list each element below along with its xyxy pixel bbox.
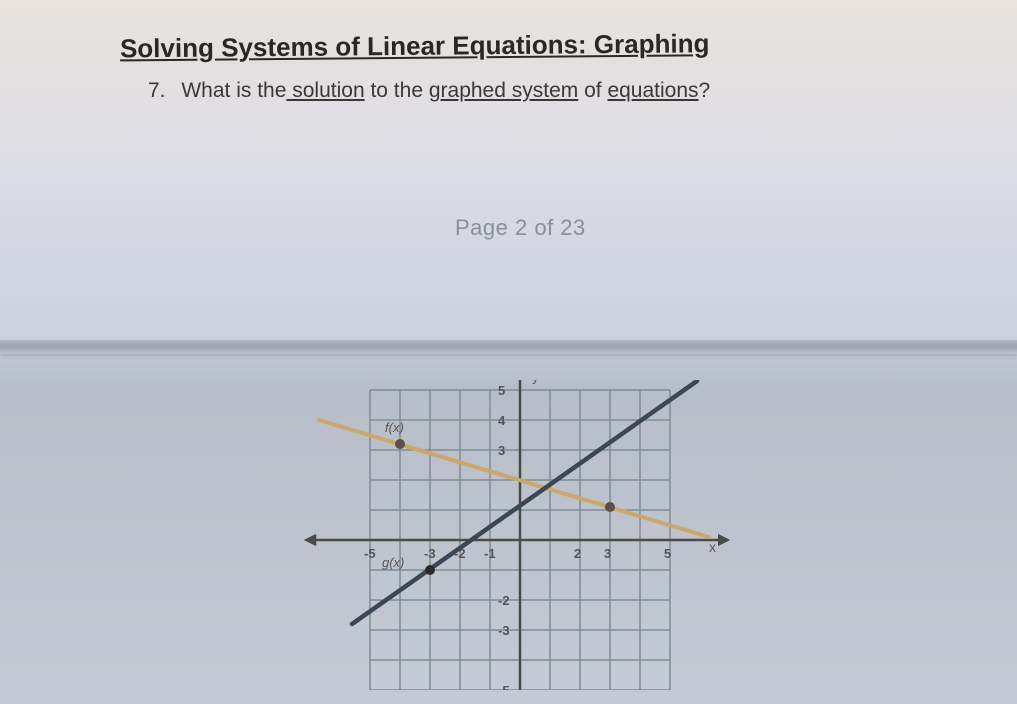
x-tick-label: 5 (664, 546, 671, 561)
page-indicator: Page 2 of 23 (455, 215, 586, 241)
q-underline-solution: solution (286, 79, 364, 102)
series-marker (395, 439, 405, 449)
x-tick-label: 3 (604, 546, 611, 561)
x-axis-label: x (709, 539, 716, 555)
series-g(x) (352, 381, 697, 624)
worksheet-title: Solving Systems of Linear Equations: Gra… (120, 27, 897, 65)
q-underline-equations: equations (607, 79, 698, 102)
q-part: of (578, 79, 607, 102)
y-axis-label: y (532, 380, 539, 384)
series-label: g(x) (382, 555, 404, 570)
x-tick-label: 2 (574, 546, 581, 561)
q-part: ? (699, 79, 711, 102)
y-tick-label: -3 (498, 623, 510, 638)
worksheet-upper: Solving Systems of Linear Equations: Gra… (0, 0, 1017, 340)
q-part: to the (365, 79, 429, 102)
x-tick-label: -1 (484, 546, 496, 561)
series-marker (425, 565, 435, 575)
question-text: 7. What is the solution to the graphed s… (148, 79, 897, 103)
y-tick-label: 5 (498, 383, 505, 398)
coordinate-graph: yx-5-3-2-1235543-2-3-5f(x)g(x) (180, 380, 840, 690)
y-tick-label: 3 (498, 443, 505, 458)
x-tick-label: -5 (364, 546, 376, 561)
y-tick-label: -5 (498, 683, 510, 690)
x-tick-label: -3 (424, 546, 436, 561)
paper-fold-edge (0, 340, 1017, 354)
y-tick-label: 4 (498, 413, 506, 428)
q-underline-graphed-system: graphed system (429, 79, 578, 102)
question-number: 7. (148, 79, 166, 102)
graph-container: yx-5-3-2-1235543-2-3-5f(x)g(x) (180, 380, 840, 690)
series-f(x) (319, 420, 709, 537)
series-marker (605, 502, 615, 512)
y-tick-label: -2 (498, 593, 510, 608)
series-label: f(x) (385, 420, 404, 435)
q-part: What is the (181, 79, 286, 102)
